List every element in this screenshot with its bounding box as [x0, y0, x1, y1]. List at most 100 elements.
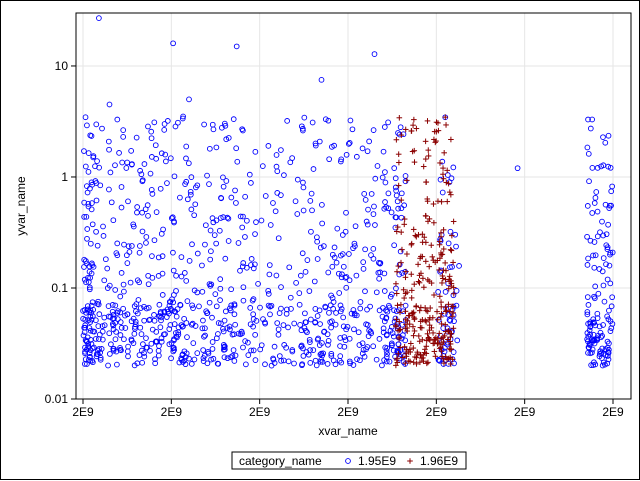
data-point: [309, 119, 316, 126]
data-point: [364, 322, 371, 328]
data-point: [437, 268, 443, 275]
data-point: [389, 291, 395, 298]
data-point: [328, 324, 334, 331]
data-point: [166, 326, 173, 332]
data-point: [325, 341, 331, 348]
data-point: [340, 263, 347, 270]
data-point: [440, 325, 447, 331]
data-point: [217, 297, 223, 304]
data-point: [445, 311, 452, 318]
data-point: [137, 167, 143, 174]
data-point: [181, 315, 187, 322]
data-point: [252, 357, 259, 363]
data-point: [158, 338, 165, 345]
data-point: [171, 219, 177, 226]
data-point: [608, 303, 615, 310]
data-point: [439, 280, 445, 286]
data-point: [590, 319, 597, 326]
data-point: [213, 303, 220, 310]
data-point: [362, 197, 369, 203]
data-point: [186, 96, 192, 103]
data-point: [182, 181, 188, 187]
data-point: [396, 114, 403, 121]
data-point: [171, 321, 178, 327]
x-tick-label: 2E9: [161, 405, 183, 419]
data-point: [80, 315, 86, 322]
data-point: [116, 150, 122, 156]
data-point: [398, 197, 405, 203]
data-point: [338, 359, 345, 366]
data-point: [325, 338, 332, 344]
data-point: [125, 243, 132, 250]
data-point: [224, 214, 231, 221]
data-point: [223, 178, 230, 184]
data-point: [88, 133, 95, 139]
data-point: [102, 256, 109, 263]
data-point: [436, 241, 443, 248]
data-point: [111, 315, 117, 322]
data-point: [273, 152, 280, 158]
data-point: [360, 347, 367, 353]
data-point: [361, 191, 368, 197]
data-point: [292, 198, 299, 205]
data-point: [443, 179, 450, 186]
data-point: [300, 179, 306, 186]
data-point: [100, 233, 107, 239]
data-point: [152, 356, 158, 363]
data-point: [372, 222, 378, 228]
data-point: [209, 215, 216, 222]
data-point: [392, 315, 399, 322]
data-point: [225, 215, 232, 222]
data-point: [134, 204, 141, 210]
data-point: [384, 351, 390, 357]
data-point: [136, 352, 143, 358]
data-point: [431, 128, 438, 135]
data-point: [124, 311, 131, 318]
data-point: [89, 299, 96, 306]
data-point: [396, 131, 403, 138]
data-point: [606, 307, 612, 314]
data-point: [409, 287, 415, 294]
data-point: [88, 270, 95, 277]
data-point: [308, 316, 314, 323]
data-point: [398, 132, 405, 138]
data-point: [354, 356, 360, 363]
data-point: [306, 288, 313, 294]
data-point: [222, 255, 229, 262]
data-point: [599, 218, 605, 225]
data-point: [274, 190, 281, 196]
data-point: [202, 241, 208, 248]
data-point: [422, 138, 429, 145]
data-point: [136, 249, 143, 256]
data-point: [437, 314, 444, 320]
data-point: [173, 288, 179, 294]
data-point: [335, 270, 342, 277]
data-point: [90, 344, 97, 351]
data-point: [331, 254, 338, 261]
data-point: [145, 212, 151, 219]
data-point: [397, 326, 404, 333]
data-point: [393, 323, 399, 330]
data-point: [86, 286, 93, 293]
data-point: [365, 333, 372, 340]
data-point: [606, 205, 612, 211]
data-point: [391, 242, 397, 249]
data-point: [587, 331, 594, 338]
data-point: [85, 203, 92, 210]
data-point: [121, 288, 127, 295]
data-point: [312, 140, 319, 147]
data-point: [202, 222, 209, 229]
data-point: [199, 288, 206, 295]
data-point: [189, 302, 195, 309]
data-point: [603, 231, 610, 238]
data-point: [155, 273, 162, 279]
data-point: [402, 360, 409, 366]
data-point: [240, 213, 246, 220]
data-point: [177, 194, 183, 201]
data-point: [85, 169, 92, 175]
data-point: [317, 358, 324, 365]
data-point: [334, 225, 341, 232]
data-point: [200, 355, 207, 361]
data-point: [416, 307, 423, 314]
